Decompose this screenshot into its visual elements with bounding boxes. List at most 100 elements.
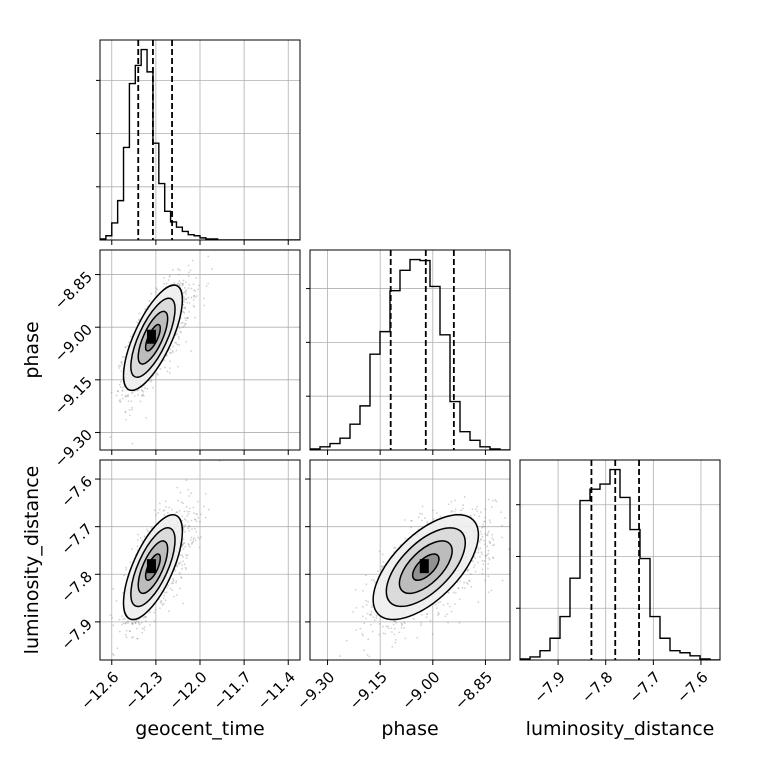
scatter-point (187, 296, 190, 299)
scatter-point (381, 625, 384, 628)
scatter-point (183, 563, 186, 566)
scatter-point (141, 394, 143, 397)
scatter-point (185, 293, 188, 295)
scatter-point (136, 389, 139, 392)
scatter-point (480, 551, 483, 554)
scatter-point (182, 602, 185, 605)
scatter-point (421, 613, 423, 616)
scatter-point (182, 538, 185, 541)
scatter-point (191, 259, 194, 262)
scatter-point (361, 615, 364, 618)
scatter-point (175, 579, 178, 582)
scatter-point (483, 543, 486, 546)
scatter-point (181, 322, 184, 324)
scatter-point (182, 279, 185, 282)
scatter-point (185, 289, 188, 291)
scatter-point (143, 626, 146, 629)
scatter-point (185, 341, 188, 343)
scatter-point (168, 610, 170, 613)
scatter-point (178, 273, 180, 276)
scatter-point (480, 533, 483, 536)
scatter-point (120, 370, 123, 373)
scatter-point (450, 511, 453, 513)
y-tick-label: −9.00 (51, 320, 96, 365)
scatter-point (365, 604, 368, 606)
scatter-point (184, 290, 187, 293)
scatter-point (484, 520, 487, 523)
scatter-point (163, 594, 166, 597)
x-tick-label: −12.0 (166, 668, 211, 713)
scatter-point (188, 525, 191, 527)
scatter-point (197, 284, 200, 287)
x-axis-label-luminosity-distance: luminosity_distance (526, 718, 715, 740)
scatter-point (187, 275, 190, 278)
scatter-point (121, 363, 123, 366)
scatter-point (150, 379, 153, 381)
scatter-point (185, 554, 188, 557)
scatter-geocent_time-vs-luminosity_distance: −12.6−12.3−12.0−11.7−11.4−7.9−7.8−7.7−7.… (58, 459, 301, 713)
scatter-point (184, 306, 187, 309)
contour-line (372, 514, 480, 621)
scatter-point (181, 283, 184, 285)
scatter-point (476, 510, 478, 512)
scatter-point (489, 521, 492, 524)
scatter-point (378, 622, 381, 625)
scatter-point (421, 513, 424, 515)
scatter-point (454, 508, 457, 511)
scatter-point (179, 561, 182, 564)
scatter-point (112, 587, 115, 590)
scatter-point (176, 343, 179, 346)
scatter-point (175, 342, 178, 344)
scatter-point (184, 319, 187, 322)
scatter-point (481, 572, 484, 575)
scatter-point (178, 562, 181, 565)
scatter-point (181, 326, 184, 329)
scatter-point (423, 517, 426, 519)
x-tick-label: −8.85 (451, 668, 496, 713)
scatter-point (118, 400, 121, 403)
scatter-point (207, 255, 210, 258)
scatter-point (141, 627, 144, 630)
scatter-point (474, 557, 477, 560)
scatter-point (192, 283, 195, 286)
scatter-point (431, 633, 434, 636)
scatter-point (138, 318, 140, 321)
scatter-point (486, 545, 488, 548)
scatter-point (460, 509, 462, 512)
scatter-point (401, 623, 404, 626)
scatter-point (181, 519, 184, 522)
scatter-point (183, 291, 186, 294)
scatter-point (426, 520, 429, 523)
scatter-point (457, 587, 460, 589)
scatter-point (145, 416, 148, 419)
scatter-point (119, 398, 121, 401)
scatter-point (180, 577, 183, 579)
scatter-point (477, 561, 479, 564)
scatter-point (124, 346, 127, 349)
scatter-point (193, 537, 196, 540)
scatter-point (190, 519, 193, 522)
scatter-point (187, 513, 190, 516)
density-peak (146, 559, 156, 574)
scatter-point (131, 622, 133, 625)
scatter-point (185, 479, 188, 482)
scatter-point (487, 532, 489, 534)
scatter-point (184, 323, 187, 326)
scatter-point (131, 391, 134, 394)
scatter-point (367, 600, 369, 603)
scatter-point (466, 568, 469, 571)
scatter-point (169, 352, 172, 354)
scatter-point (181, 284, 184, 287)
scatter-point (175, 511, 178, 513)
scatter-point (189, 269, 192, 272)
scatter-point (487, 498, 490, 501)
scatter-point (174, 569, 177, 572)
scatter-point (163, 282, 166, 285)
scatter-point (112, 654, 115, 657)
scatter-point (481, 553, 483, 556)
scatter-point (137, 393, 140, 396)
scatter-point (127, 400, 130, 403)
scatter-point (166, 586, 168, 589)
scatter-point (179, 331, 182, 334)
scatter-point (181, 568, 183, 570)
